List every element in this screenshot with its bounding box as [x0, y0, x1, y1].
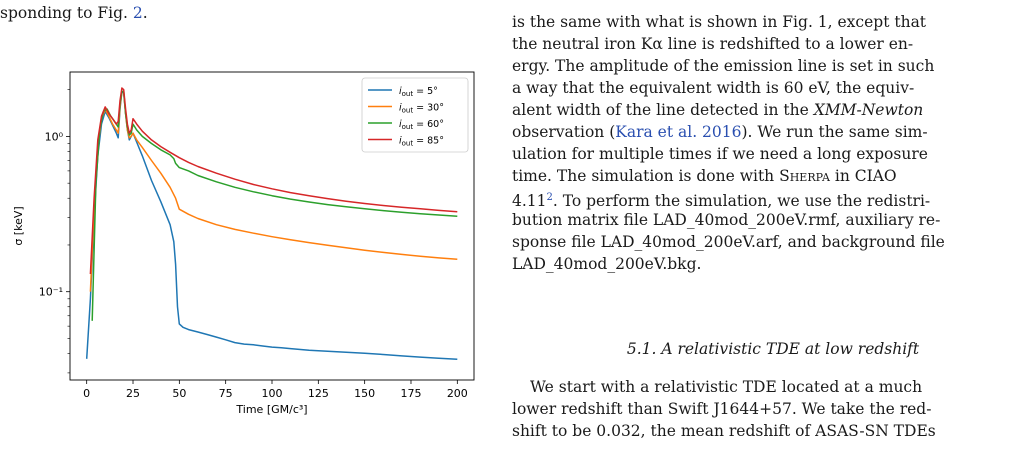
legend-label: iout = 85° — [399, 136, 444, 148]
text-line: is the same with what is shown in Fig. 1… — [512, 13, 927, 31]
x-tick-label: 75 — [219, 387, 233, 400]
section-heading: 5.1. A relativistic TDE at low redshift — [626, 340, 920, 358]
text-line: the neutral iron Kα line is redshifted t… — [512, 35, 914, 53]
x-tick-label: 100 — [262, 387, 283, 400]
text-line: LAD_40mod_200eV.bkg. — [512, 255, 702, 273]
x-tick-label: 0 — [83, 387, 90, 400]
figure-plot: 0 25 50 75 100 125 150 175 200 10⁰ 10⁻¹ Time [GM/c³… — [0, 50, 490, 447]
series-line — [85, 90, 458, 361]
y-tick-label: 10⁻¹ — [39, 286, 63, 299]
series-line — [89, 90, 458, 292]
figure-ref-link[interactable]: 2 — [132, 4, 143, 22]
line-chart: 0 25 50 75 100 125 150 175 200 10⁰ 10⁻¹ Time [GM/c³… — [12, 71, 475, 416]
caption-line-2: sponding to Fig. 2. — [0, 4, 148, 22]
x-tick-label: 50 — [172, 387, 186, 400]
x-axis-label: Time [GM/c³] — [235, 403, 307, 416]
text-line: alent width of the line detected in the … — [512, 101, 924, 119]
x-tick-label: 150 — [354, 387, 375, 400]
citation-link[interactable]: Kara et al. 2016 — [615, 123, 742, 141]
legend-label: iout = 60° — [399, 119, 444, 131]
text-line: observation (Kara et al. 2016). We run t… — [512, 123, 928, 141]
text-line: 4.112. To perform the simulation, we use… — [512, 192, 931, 211]
legend-label: iout = 5° — [399, 86, 438, 98]
x-tick-label: 175 — [400, 387, 421, 400]
text-line: lower redshift than Swift J1644+57. We t… — [512, 400, 932, 418]
text-line: ulation for multiple times if we need a … — [512, 145, 928, 163]
series-line — [89, 87, 458, 275]
text-line: ergy. The amplitude of the emission line… — [512, 57, 935, 75]
text-line: time. The simulation is done with Sherpa… — [512, 167, 897, 185]
footnote-link[interactable]: 2 — [546, 192, 553, 203]
text-line: We start with a relativistic TDE located… — [530, 378, 923, 396]
text-line: sponse file LAD_40mod_200eV.arf, and bac… — [512, 233, 945, 251]
text-line: a way that the equivalent width is 60 eV… — [512, 79, 915, 97]
text-line: bution matrix file LAD_40mod_200eV.rmf, … — [512, 211, 941, 229]
y-tick-label: 10⁰ — [45, 130, 64, 143]
legend-label: iout = 30° — [399, 103, 444, 115]
x-tick-label: 125 — [308, 387, 329, 400]
x-tick-label: 200 — [447, 387, 468, 400]
legend-box — [361, 77, 469, 153]
y-axis-label: σ [keV] — [12, 206, 25, 245]
x-tick-label: 25 — [126, 387, 140, 400]
text-line: shift to be 0.032, the mean redshift of … — [512, 422, 936, 440]
